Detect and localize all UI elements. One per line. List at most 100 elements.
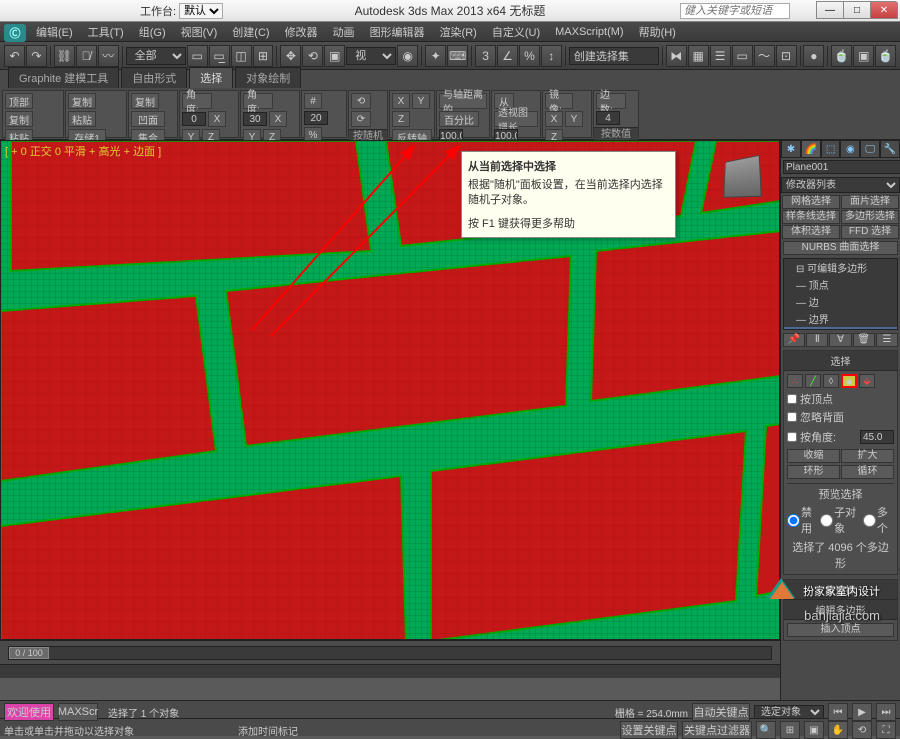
select-by-name-button[interactable]: ▭̲ <box>209 45 230 67</box>
ribbon-button[interactable]: 复制 <box>68 93 96 109</box>
remove-modifier-button[interactable]: 🗑 <box>853 333 875 347</box>
maximize-button[interactable]: □ <box>843 1 871 19</box>
ribbon-button[interactable]: 边数: <box>596 93 626 109</box>
loop-button[interactable]: 循环 <box>841 465 894 479</box>
maxscript-mini-button[interactable]: MAXScr <box>58 703 98 721</box>
key-target-dropdown[interactable]: 选定对象 <box>754 705 824 719</box>
ribbon-tab[interactable]: 自由形式 <box>121 67 187 88</box>
ribbon-button[interactable]: Z <box>392 111 410 127</box>
pan-button[interactable]: ✋ <box>828 721 848 739</box>
ribbon-button[interactable]: ⟳ <box>351 111 371 127</box>
by-angle-checkbox[interactable] <box>787 432 797 442</box>
modifier-list-dropdown[interactable]: 修改器列表 <box>781 177 900 193</box>
select-rotate-button[interactable]: ⟲ <box>302 45 323 67</box>
utilities-tab[interactable]: 🔧 <box>880 140 900 158</box>
ribbon-spinner[interactable] <box>596 111 620 125</box>
menu-工具(T)[interactable]: 工具(T) <box>82 22 130 42</box>
app-menu-icon[interactable]: Ⓒ <box>4 24 26 42</box>
ribbon-button[interactable]: 复制 <box>5 111 33 127</box>
ribbon-button[interactable]: 角度: <box>182 93 212 109</box>
ribbon-button[interactable]: 透视图增长 <box>494 111 538 127</box>
selection-rollout-header[interactable]: 选择 <box>784 351 897 371</box>
subobj-edge-button[interactable]: ╱ <box>805 374 821 388</box>
angle-value-input[interactable] <box>860 430 894 444</box>
menu-创建(C)[interactable]: 创建(C) <box>226 22 275 42</box>
selection-type-button[interactable]: 网格选择 <box>782 195 840 209</box>
ribbon-button[interactable]: Y <box>412 93 430 109</box>
ref-coord-dropdown[interactable]: 视图 <box>346 47 396 65</box>
track-bar[interactable] <box>0 664 780 678</box>
stack-item[interactable]: — 边 <box>784 293 897 310</box>
select-region-button[interactable]: ◫ <box>231 45 252 67</box>
menu-图形编辑器[interactable]: 图形编辑器 <box>364 22 431 42</box>
preview-radio[interactable] <box>863 514 876 527</box>
ribbon-tab[interactable]: 选择 <box>189 67 233 88</box>
show-end-result-button[interactable]: Ⅱ <box>806 333 828 347</box>
ribbon-group-label[interactable]: 按数值 <box>594 127 638 140</box>
timeline[interactable]: 0 / 100 <box>0 640 780 664</box>
zoom-extents-button[interactable]: ▣ <box>804 721 824 739</box>
configure-sets-button[interactable]: ☰ <box>876 333 898 347</box>
redo-button[interactable]: ↷ <box>26 45 47 67</box>
grow-button[interactable]: 扩大 <box>841 449 894 463</box>
add-time-tag[interactable]: 添加时间标记 <box>238 723 298 738</box>
ribbon-button[interactable]: X <box>545 111 563 127</box>
stack-item[interactable]: ⊟ 可编辑多边形 <box>784 259 897 276</box>
menu-帮助(H)[interactable]: 帮助(H) <box>633 22 682 42</box>
subobj-poly-button[interactable]: ■ <box>841 374 857 388</box>
menu-自定义(U)[interactable]: 自定义(U) <box>486 22 546 42</box>
named-selection-set-input[interactable] <box>569 47 659 65</box>
angle-snap-button[interactable]: ∠ <box>497 45 518 67</box>
ribbon-button[interactable]: X <box>208 111 226 127</box>
ribbon-button[interactable]: X <box>392 93 410 109</box>
selection-type-button[interactable]: 面片选择 <box>841 195 899 209</box>
select-scale-button[interactable]: ▣ <box>324 45 345 67</box>
play-prev-button[interactable]: ⏮ <box>828 703 848 721</box>
modify-tab[interactable]: 🌈 <box>801 140 821 158</box>
material-editor-button[interactable]: ● <box>803 45 824 67</box>
by-vertex-checkbox[interactable] <box>787 394 797 404</box>
play-next-button[interactable]: ⏭ <box>876 703 896 721</box>
mirror-button[interactable]: ⧓ <box>666 45 687 67</box>
selection-type-button[interactable]: FFD 选择 <box>841 225 899 239</box>
insert-vertex-button[interactable]: 插入顶点 <box>787 623 894 637</box>
ribbon-spinner[interactable] <box>304 111 328 125</box>
render-setup-button[interactable]: 🍵 <box>831 45 852 67</box>
ring-button[interactable]: 环形 <box>787 465 840 479</box>
max-toggle-button[interactable]: ⛶ <box>876 721 896 739</box>
subobj-vertex-button[interactable]: ∴ <box>787 374 803 388</box>
keyboard-shortcut-button[interactable]: ⌨ <box>447 45 468 67</box>
pin-stack-button[interactable]: 📌 <box>783 333 805 347</box>
time-slider[interactable]: 0 / 100 <box>8 646 772 660</box>
selection-type-button[interactable]: 样条线选择 <box>782 210 840 224</box>
shrink-button[interactable]: 收缩 <box>787 449 840 463</box>
align-button[interactable]: ▦ <box>688 45 709 67</box>
subobj-element-button[interactable]: ⬙ <box>859 374 875 388</box>
subobj-border-button[interactable]: ◊ <box>823 374 839 388</box>
play-button[interactable]: ▶ <box>852 703 872 721</box>
percent-snap-button[interactable]: % <box>519 45 540 67</box>
menu-动画[interactable]: 动画 <box>327 22 361 42</box>
minimize-button[interactable]: — <box>816 1 844 19</box>
ribbon-button[interactable]: X <box>269 111 287 127</box>
render-button[interactable]: 🍵 <box>875 45 896 67</box>
selection-type-button[interactable]: 体积选择 <box>782 225 840 239</box>
nurbs-select-button[interactable]: NURBS 曲面选择 <box>783 241 898 255</box>
viewport-label[interactable]: [ + 0 正交 0 平滑 + 高光 + 边面 ] <box>5 143 161 159</box>
viewport[interactable]: [ + 0 正交 0 平滑 + 高光 + 边面 ] <box>0 140 780 640</box>
viewcube[interactable] <box>721 157 769 205</box>
menu-渲染(R)[interactable]: 渲染(R) <box>434 22 483 42</box>
menu-组(G)[interactable]: 组(G) <box>133 22 172 42</box>
close-button[interactable]: ✕ <box>870 1 898 19</box>
modifier-stack[interactable]: ⊟ 可编辑多边形— 顶点— 边— 边界— 多边形— 元素 <box>783 258 898 330</box>
ribbon-tab[interactable]: 对象绘制 <box>235 67 301 88</box>
display-tab[interactable]: 🖵 <box>860 140 880 158</box>
auto-key-button[interactable]: 自动关键点 <box>692 703 750 721</box>
schematic-view-button[interactable]: ⊡ <box>776 45 797 67</box>
preview-radio[interactable] <box>820 514 833 527</box>
undo-button[interactable]: ↶ <box>4 45 25 67</box>
ribbon-button[interactable]: 凹面 <box>131 111 165 127</box>
ribbon-toggle-button[interactable]: ▭ <box>732 45 753 67</box>
link-button[interactable]: ⛓ <box>54 45 75 67</box>
curve-editor-button[interactable]: 〜 <box>754 45 775 67</box>
